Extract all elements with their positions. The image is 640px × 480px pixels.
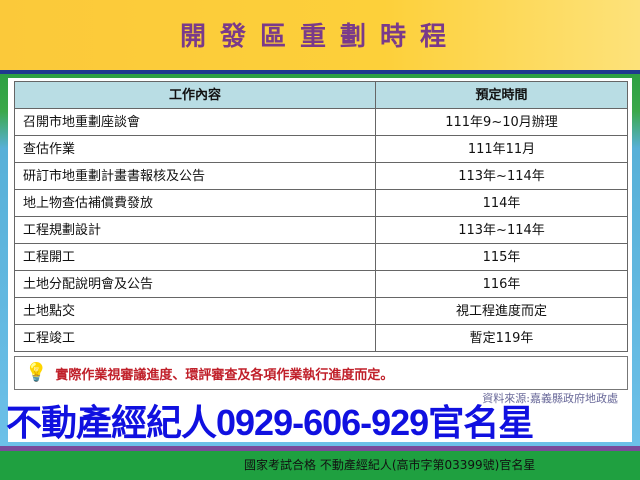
time-cell: 111年11月 [375,135,628,163]
task-cell: 土地點交 [14,297,376,325]
title-banner [0,0,640,70]
table-row: 地上物查估補償費發放 114年 [14,189,628,217]
header-time: 預定時間 [375,81,628,109]
table-row: 工程開工 115年 [14,243,628,271]
table-row: 召開市地重劃座談會 111年9~10月辦理 [14,108,628,136]
schedule-table: 工作內容 預定時間 召開市地重劃座談會 111年9~10月辦理 查估作業 111年11… [14,81,628,352]
table-row: 土地點交 視工程進度而定 [14,297,628,325]
time-cell: 113年~114年 [375,216,628,244]
footer-stripe [0,446,640,451]
task-cell: 研訂市地重劃計畫書報核及公告 [14,162,376,190]
time-cell: 113年~114年 [375,162,628,190]
watermark: 不動產經紀人0929-606-929官名星 [6,402,534,443]
divider [0,70,640,74]
lightbulb-icon: 💡 [25,362,48,383]
task-cell: 工程開工 [14,243,376,271]
note-text: 實際作業視審議進度、環評審查及各項作業執行進度而定。 [55,367,394,383]
time-cell: 暫定119年 [375,324,628,352]
task-cell: 召開市地重劃座談會 [14,108,376,136]
footer-text: 國家考試合格 不動產經紀人(高市字第03399號)官名星 [244,458,536,472]
task-cell: 土地分配說明會及公告 [14,270,376,298]
table-row: 研訂市地重劃計畫書報核及公告 113年~114年 [14,162,628,190]
table-row: 查估作業 111年11月 [14,135,628,163]
time-cell: 116年 [375,270,628,298]
time-cell: 111年9~10月辦理 [375,108,628,136]
task-cell: 查估作業 [14,135,376,163]
note-box: 💡 實際作業視審議進度、環評審查及各項作業執行進度而定。 [14,356,628,390]
time-cell: 115年 [375,243,628,271]
table-row: 土地分配說明會及公告 116年 [14,270,628,298]
table-row: 工程規劃設計 113年~114年 [14,216,628,244]
table-row: 工程竣工 暫定119年 [14,324,628,352]
header-task: 工作內容 [14,81,376,109]
time-cell: 114年 [375,189,628,217]
time-cell: 視工程進度而定 [375,297,628,325]
footer-band [0,451,640,480]
page-title: 開發區重劃時程 [179,22,460,52]
task-cell: 工程竣工 [14,324,376,352]
task-cell: 工程規劃設計 [14,216,376,244]
source-text: 資料來源:嘉義縣政府地政處 [482,392,618,405]
task-cell: 地上物查估補償費發放 [14,189,376,217]
